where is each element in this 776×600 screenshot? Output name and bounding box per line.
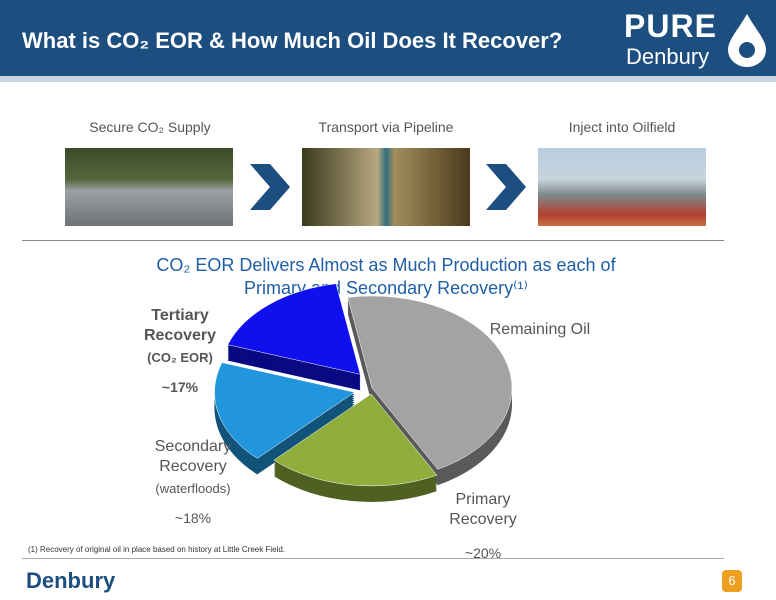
divider: [22, 558, 724, 559]
logo-drop: [728, 14, 766, 67]
photo: [65, 148, 233, 226]
logo-text: PURE: [624, 8, 717, 44]
logo-text: Denbury: [626, 44, 710, 69]
photo: [538, 148, 706, 226]
category-label: Secondary Recovery: [154, 438, 232, 475]
step-label: Secure CO₂ Supply: [89, 119, 211, 135]
header-rule: [0, 76, 776, 82]
category-note: (waterfloods): [155, 481, 231, 496]
step-label: Inject into Oilfield: [568, 119, 676, 135]
arrow: [250, 164, 290, 210]
pie-slice: [347, 295, 513, 470]
footnote: (1) Recovery of original oil in place ba…: [28, 545, 286, 554]
category-note: (CO₂ EOR): [147, 350, 213, 365]
divider: [22, 240, 724, 241]
value-label: ~17%: [161, 379, 199, 395]
category-label: Tertiary Recovery: [143, 307, 217, 344]
arrow: [486, 164, 526, 210]
pie-slice: [214, 362, 356, 459]
value-label: ~20%: [464, 545, 502, 561]
value-label: ~18%: [174, 510, 212, 526]
page-number: 6: [722, 570, 742, 592]
category-label: Remaining Oil: [489, 321, 591, 338]
category-label: Primary Recovery: [449, 491, 517, 528]
pie-slice: [227, 283, 361, 375]
pie-slice: [273, 393, 438, 487]
step-label: Transport via Pipeline: [318, 119, 454, 135]
header-bar: [0, 0, 776, 76]
slide-title: What is CO₂ EOR & How Much Oil Does It R…: [22, 28, 563, 53]
footer-logo: Denbury: [26, 568, 116, 593]
photo: [302, 148, 470, 226]
